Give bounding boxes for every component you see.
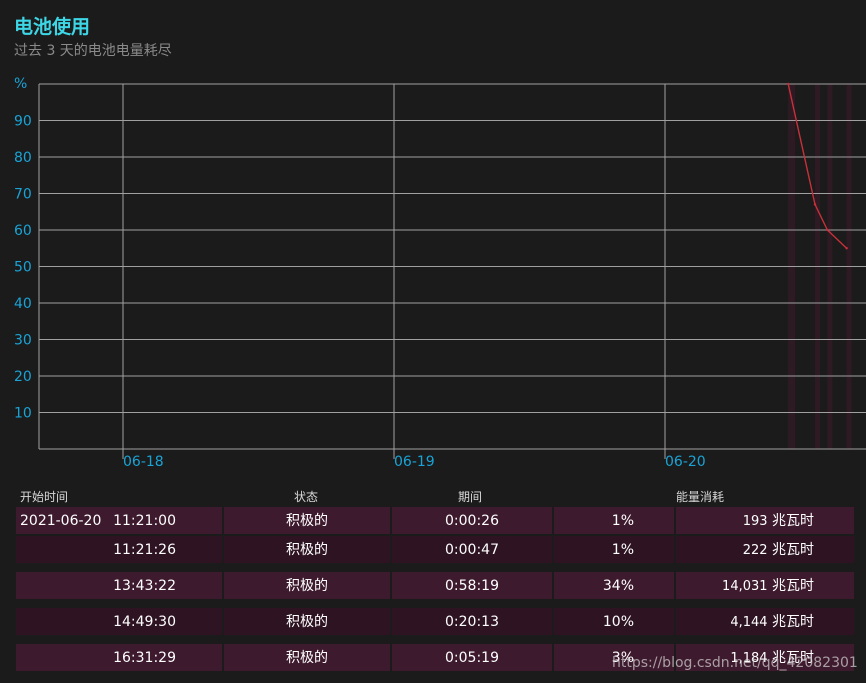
state-cell: 积极的	[224, 507, 390, 534]
energy-value: 193	[742, 514, 768, 529]
duration-cell: 0:00:47	[392, 536, 552, 563]
y-tick-label: 20	[14, 369, 32, 385]
percent-cell: 10%	[554, 608, 674, 635]
watermark: https://blog.csdn.net/qq_42082301	[612, 655, 858, 671]
energy-value: 14,031	[722, 579, 768, 594]
start-time-cell: 14:49:30	[16, 608, 222, 635]
energy-cell: 14,031 兆瓦时	[676, 572, 854, 599]
energy-cell: 193 兆瓦时	[676, 507, 854, 534]
start-time-cell: 13:43:22	[16, 572, 222, 599]
header-start-time: 开始时间	[20, 490, 69, 504]
energy-unit: 兆瓦时	[772, 614, 814, 630]
page-title: 电池使用	[14, 16, 91, 38]
data-point	[813, 203, 817, 206]
y-tick-label: 50	[14, 260, 32, 276]
start-time-cell: 2021-06-20 11:21:00	[16, 507, 222, 534]
energy-unit: 兆瓦时	[772, 542, 814, 558]
state-cell: 积极的	[224, 608, 390, 635]
energy-value: 222	[742, 543, 768, 558]
start-time: 13:43:22	[113, 578, 176, 594]
data-point	[787, 82, 790, 86]
data-point	[845, 247, 848, 250]
table-row: 14:49:30 积极的 0:20:13 10% 4,144 兆瓦时	[16, 608, 854, 636]
start-time-cell: 11:21:26	[16, 536, 222, 563]
state-cell: 积极的	[224, 536, 390, 563]
x-tick-label: 06-19	[394, 454, 435, 470]
duration-cell: 0:00:26	[392, 507, 552, 534]
state-cell: 积极的	[224, 644, 390, 671]
table-row: 16:31:29 积极的 0:05:19 3% 1,184 兆瓦时	[16, 644, 854, 672]
table-row: 13:43:22 积极的 0:58:19 34% 14,031 兆瓦时	[16, 572, 854, 600]
percent-cell: 34%	[554, 572, 674, 599]
y-tick-label: 90	[14, 114, 32, 130]
start-time: 14:49:30	[113, 614, 176, 630]
header-state: 状态	[294, 490, 319, 504]
page-subtitle: 过去 3 天的电池电量耗尽	[14, 43, 172, 59]
y-tick-label: 60	[14, 223, 32, 239]
y-tick-label: 10	[14, 406, 32, 422]
header-energy: 能量消耗	[676, 490, 725, 504]
energy-cell: 4,144 兆瓦时	[676, 608, 854, 635]
header-duration: 期间	[458, 490, 483, 504]
percent-cell: 3%	[554, 644, 674, 671]
start-time: 11:21:00	[113, 513, 176, 529]
y-tick-label: 80	[14, 150, 32, 166]
energy-cell: 222 兆瓦时	[676, 536, 854, 563]
energy-unit: 兆瓦时	[772, 513, 814, 529]
energy-unit: 兆瓦时	[772, 578, 814, 594]
x-tick-label: 06-20	[665, 454, 706, 470]
energy-value: 1,184	[730, 651, 768, 666]
energy-cell: 1,184 兆瓦时	[676, 644, 854, 671]
data-point	[826, 228, 829, 232]
start-time: 16:31:29	[113, 650, 176, 666]
duration-cell: 0:05:19	[392, 644, 552, 671]
y-tick-label: 70	[14, 187, 32, 203]
energy-value: 4,144	[730, 615, 768, 630]
duration-cell: 0:58:19	[392, 572, 552, 599]
y-tick-label: 30	[14, 333, 32, 349]
start-time: 11:21:26	[113, 542, 176, 558]
y-tick-label: 40	[14, 296, 32, 312]
battery-level-line	[787, 83, 848, 249]
duration-cell: 0:20:13	[392, 608, 552, 635]
percent-cell: 1%	[554, 507, 674, 534]
start-date: 2021-06-20	[20, 513, 102, 529]
start-time-cell: 16:31:29	[16, 644, 222, 671]
y-axis-unit-label: %	[14, 76, 28, 92]
battery-usage-chart: 90 80 70 60 50 40 30 20 10 06-18 06-19 06-20	[14, 82, 866, 470]
table-row: 11:21:26 积极的 0:00:47 1% 222 兆瓦时	[16, 536, 854, 564]
state-cell: 积极的	[224, 572, 390, 599]
table-row: 2021-06-20 11:21:00 积极的 0:00:26 1% 193 兆…	[16, 507, 854, 535]
percent-cell: 1%	[554, 536, 674, 563]
x-tick-label: 06-18	[123, 454, 164, 470]
energy-unit: 兆瓦时	[772, 650, 814, 666]
